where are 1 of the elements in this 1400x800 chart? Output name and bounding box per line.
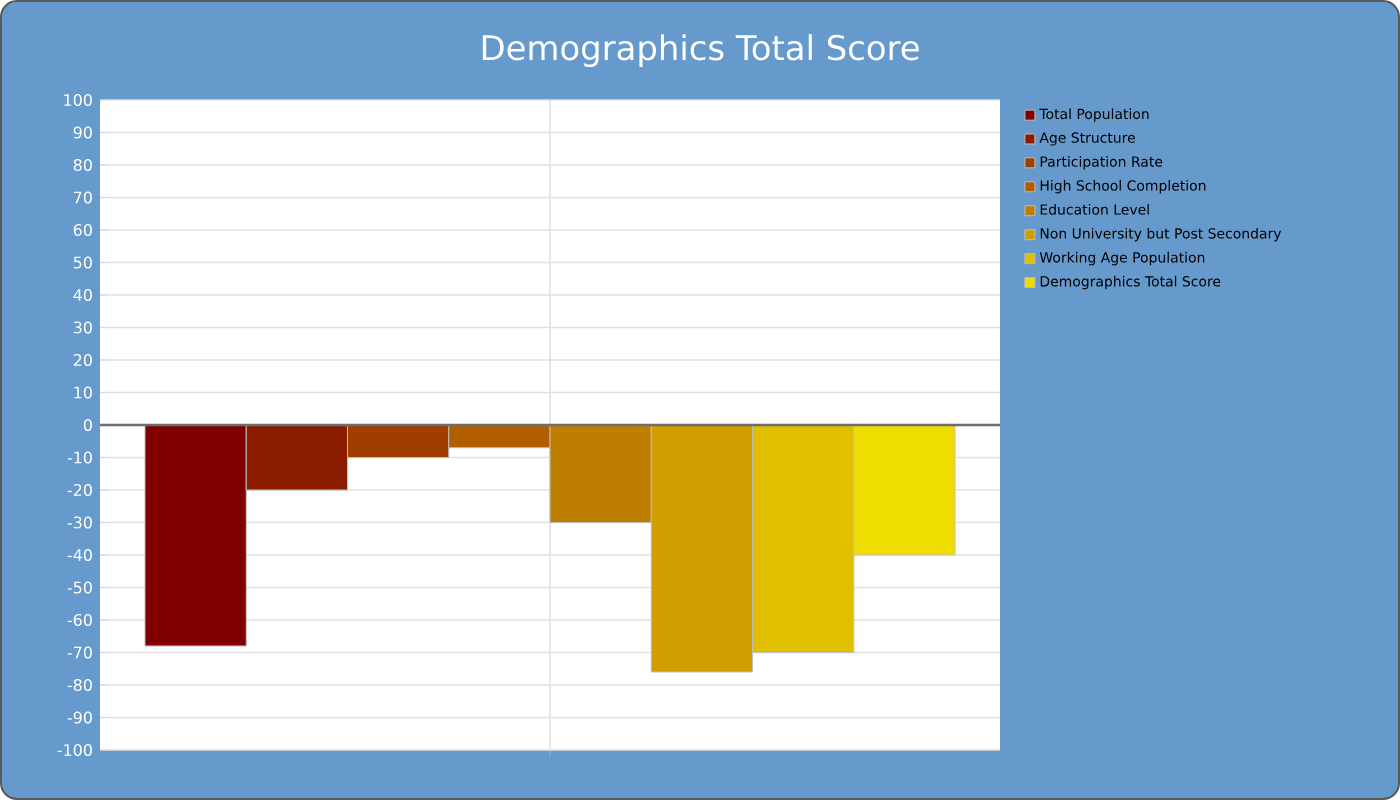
chart-title: Demographics Total Score — [482, 34, 919, 67]
